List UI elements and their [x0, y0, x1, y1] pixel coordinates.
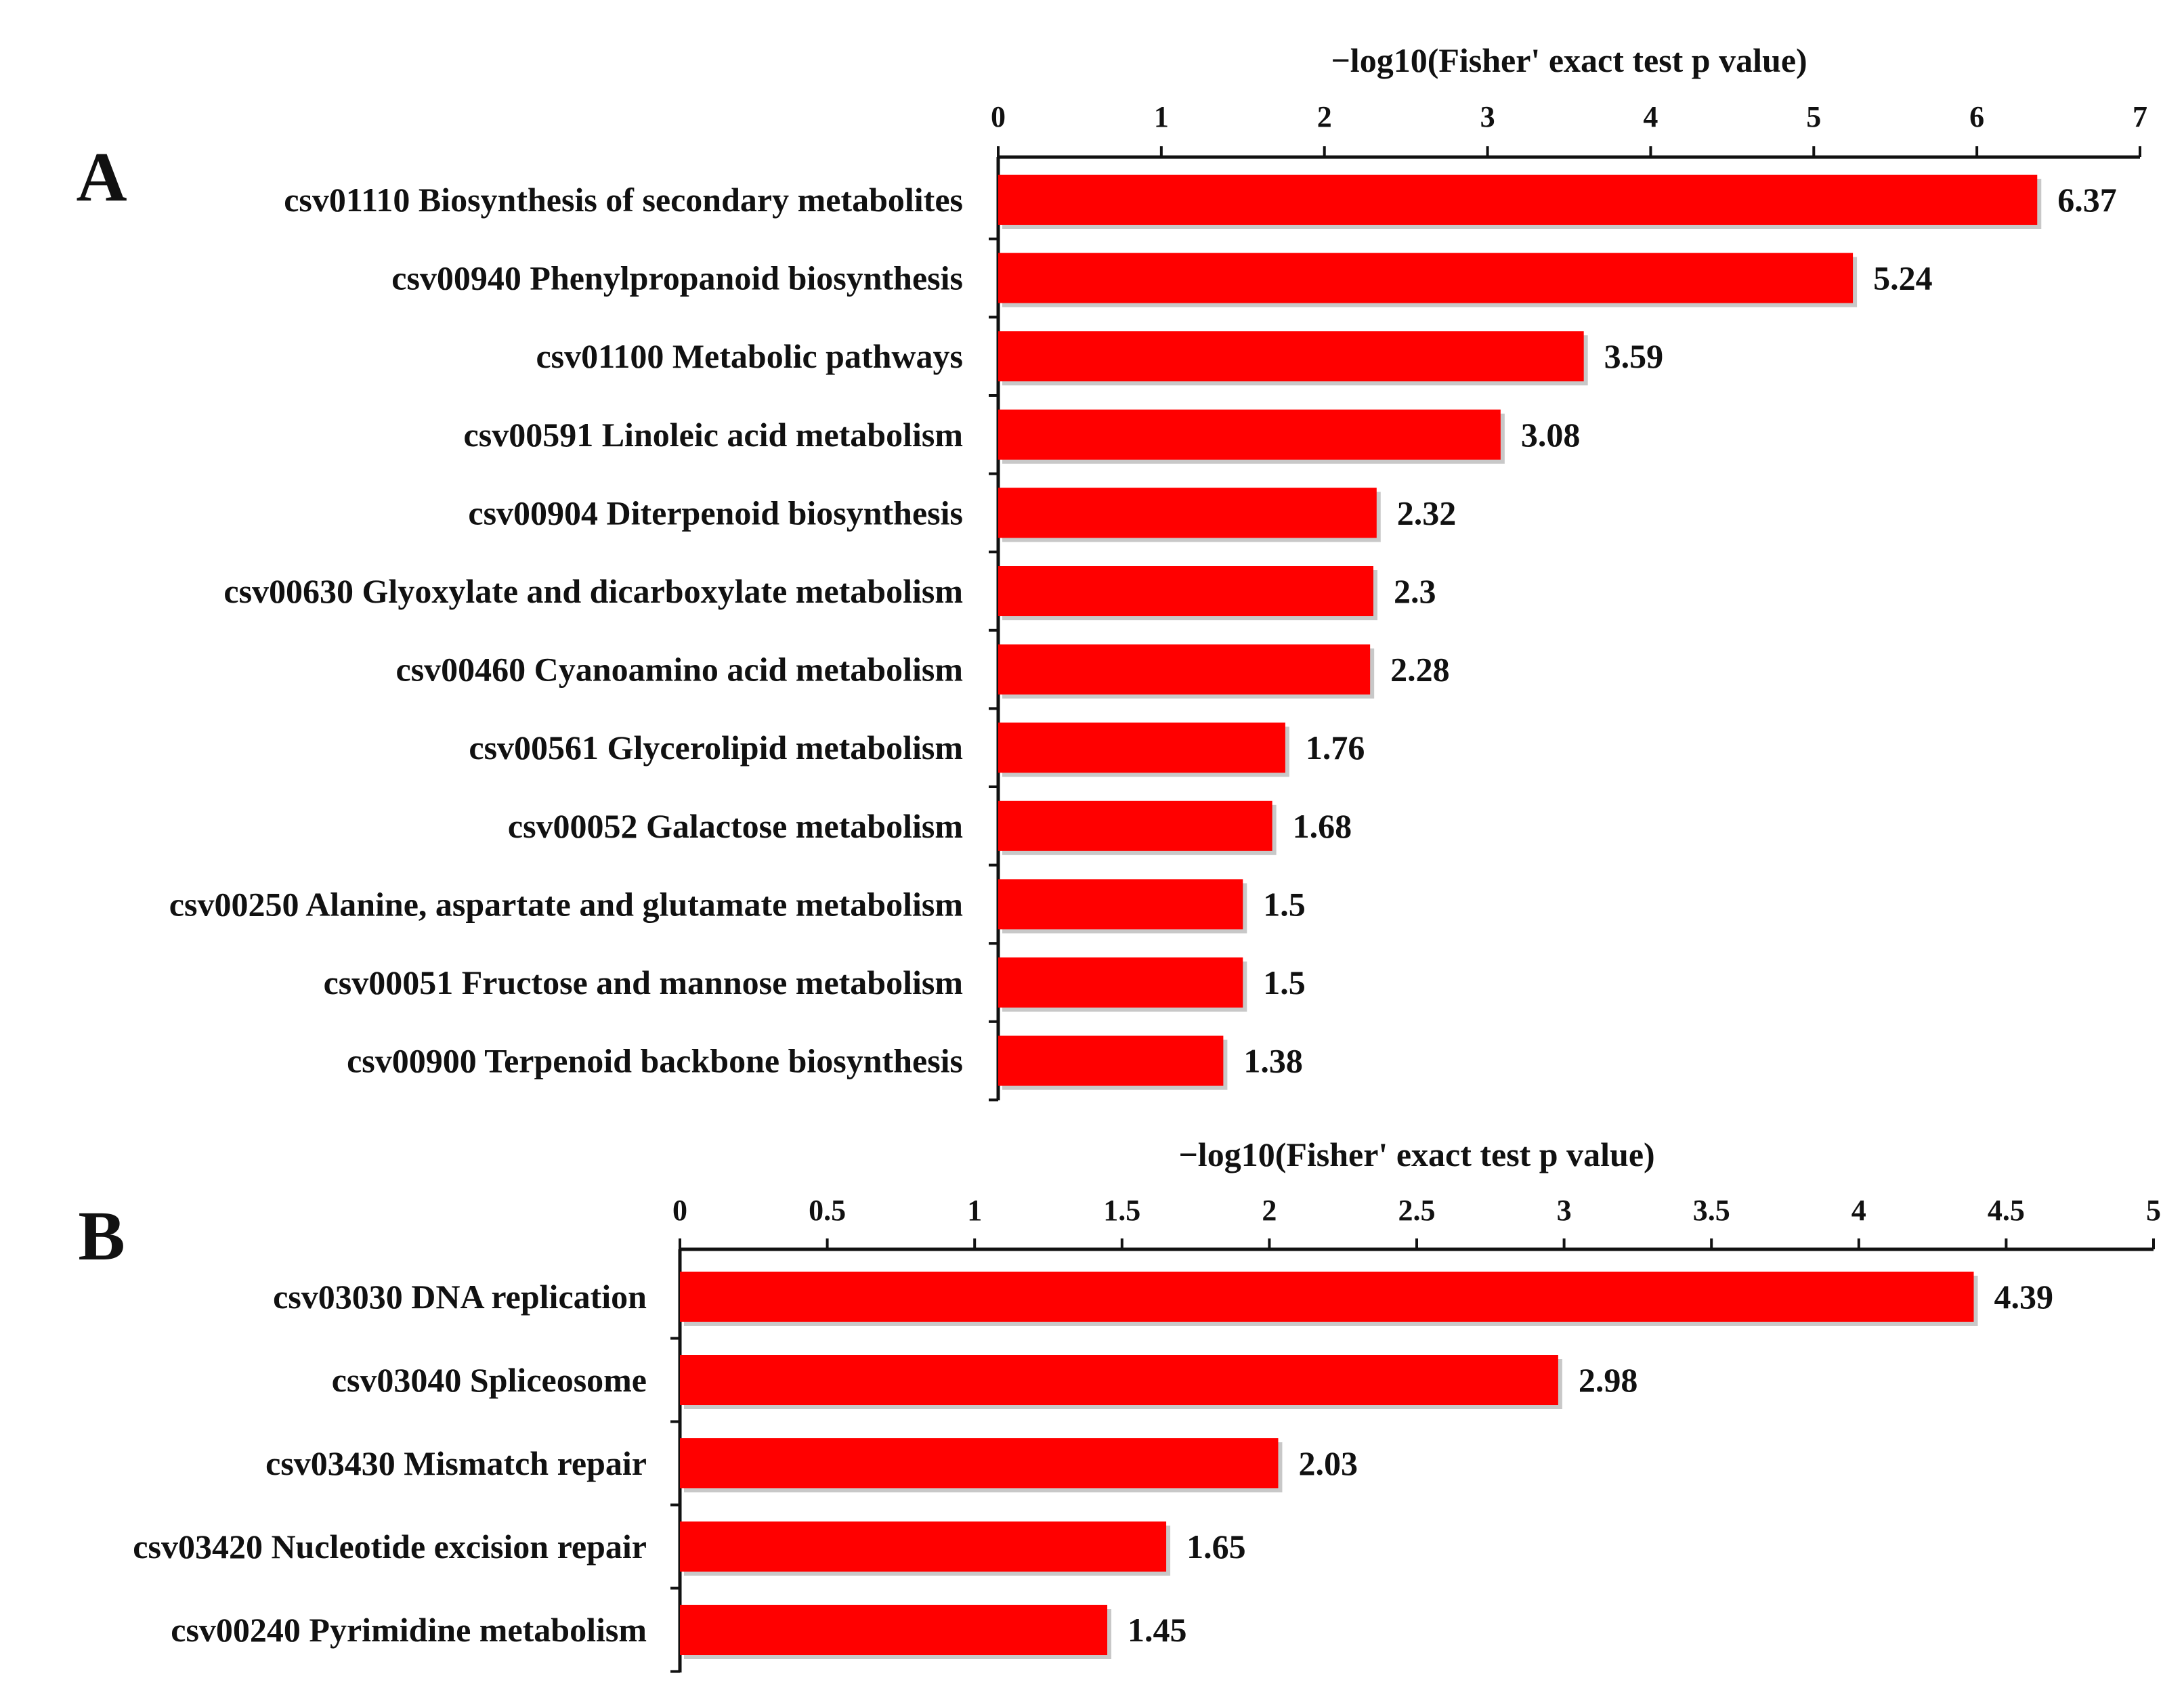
bar [998, 722, 1285, 773]
category-label: csv03420 Nucleotide excision repair [133, 1528, 647, 1566]
bar-value-label: 1.45 [1128, 1611, 1187, 1649]
category-label: csv00900 Terpenoid backbone biosynthesis [347, 1042, 963, 1080]
bar [998, 175, 2038, 225]
x-tick-label: 3 [1480, 100, 1495, 133]
x-tick-label: 1.5 [1103, 1194, 1140, 1227]
bar-value-label: 1.5 [1263, 964, 1306, 1001]
x-tick-label: 4 [1643, 100, 1658, 133]
x-axis-title: −log10(Fisher' exact test p value) [1331, 41, 1807, 79]
bar-value-label: 2.03 [1298, 1444, 1358, 1482]
category-label: csv00591 Linoleic acid metabolism [464, 416, 963, 454]
bar [998, 644, 1371, 695]
category-label: csv01100 Metabolic pathways [536, 337, 963, 375]
bar [680, 1272, 1974, 1322]
category-label: csv00240 Pyrimidine metabolism [171, 1611, 647, 1649]
bar [680, 1521, 1167, 1572]
bar [998, 566, 1373, 616]
bar [998, 253, 1854, 303]
panel-a-chart: A −log10(Fisher' exact test p value) 0 1 2 3 4… [76, 41, 2147, 1102]
bar [998, 331, 1584, 382]
bar-value-label: 6.37 [2057, 181, 2117, 219]
bar [680, 1355, 1558, 1405]
x-tick-label: 4.5 [1988, 1194, 2025, 1227]
bar-value-label: 1.65 [1186, 1528, 1246, 1566]
x-tick-label: 2 [1317, 100, 1332, 133]
bar-value-label: 1.5 [1263, 885, 1306, 923]
x-tick-label: 6 [1969, 100, 1984, 133]
bar [998, 409, 1501, 460]
panel-b-chart: B −log10(Fisher' exact test p value) 0 0.5 1… [78, 1136, 2161, 1673]
bar-value-label: 4.39 [1994, 1278, 2054, 1316]
category-label: csv00940 Phenylpropanoid biosynthesis [391, 259, 963, 297]
bar-value-label: 3.59 [1604, 337, 1664, 375]
x-tick-label: 3.5 [1693, 1194, 1730, 1227]
category-label: csv00904 Diterpenoid biosynthesis [468, 494, 963, 532]
category-label: csv00460 Cyanoamino acid metabolism [396, 651, 964, 689]
bar-value-label: 2.28 [1390, 651, 1450, 689]
x-tick-label: 2.5 [1398, 1194, 1436, 1227]
x-tick-label: 5 [1806, 100, 1821, 133]
bar [998, 957, 1243, 1008]
bar-value-label: 2.32 [1397, 494, 1457, 532]
x-tick-label: 5 [2146, 1194, 2161, 1227]
x-tick-label: 0.5 [809, 1194, 846, 1227]
bar-value-label: 5.24 [1873, 259, 1933, 297]
x-tick-label: 3 [1557, 1194, 1572, 1227]
category-label: csv00052 Galactose metabolism [508, 807, 963, 845]
bar [680, 1438, 1279, 1488]
bar-value-label: 2.98 [1579, 1361, 1638, 1399]
bar [998, 800, 1272, 851]
panel-label: A [76, 138, 127, 216]
bar [998, 1035, 1224, 1086]
bar-value-label: 1.68 [1293, 807, 1352, 845]
bar-value-label: 3.08 [1521, 416, 1581, 454]
x-tick-label: 2 [1262, 1194, 1277, 1227]
category-label: csv01110 Biosynthesis of secondary metab… [284, 181, 963, 219]
bar [998, 488, 1377, 538]
bar-value-label: 1.76 [1306, 729, 1365, 767]
x-tick-label: 0 [991, 100, 1006, 133]
x-tick-label: 1 [967, 1194, 982, 1227]
x-tick-label: 0 [672, 1194, 687, 1227]
panel-label: B [78, 1197, 125, 1275]
bar [998, 879, 1243, 930]
category-label: csv00630 Glyoxylate and dicarboxylate me… [223, 572, 963, 610]
bar-value-label: 2.3 [1394, 572, 1436, 610]
category-label: csv00051 Fructose and mannose metabolism [324, 964, 963, 1001]
category-label: csv03030 DNA replication [273, 1278, 647, 1316]
x-tick-label: 7 [2133, 100, 2147, 133]
category-label: csv00250 Alanine, aspartate and glutamat… [169, 885, 963, 923]
category-label: csv03040 Spliceosome [332, 1361, 647, 1399]
x-tick-label: 4 [1851, 1194, 1866, 1227]
category-label: csv03430 Mismatch repair [265, 1444, 647, 1482]
bar-value-label: 1.38 [1243, 1042, 1303, 1080]
bar [680, 1605, 1108, 1655]
category-label: csv00561 Glycerolipid metabolism [469, 729, 963, 767]
x-tick-label: 1 [1154, 100, 1169, 133]
x-axis-title: −log10(Fisher' exact test p value) [1178, 1136, 1654, 1173]
